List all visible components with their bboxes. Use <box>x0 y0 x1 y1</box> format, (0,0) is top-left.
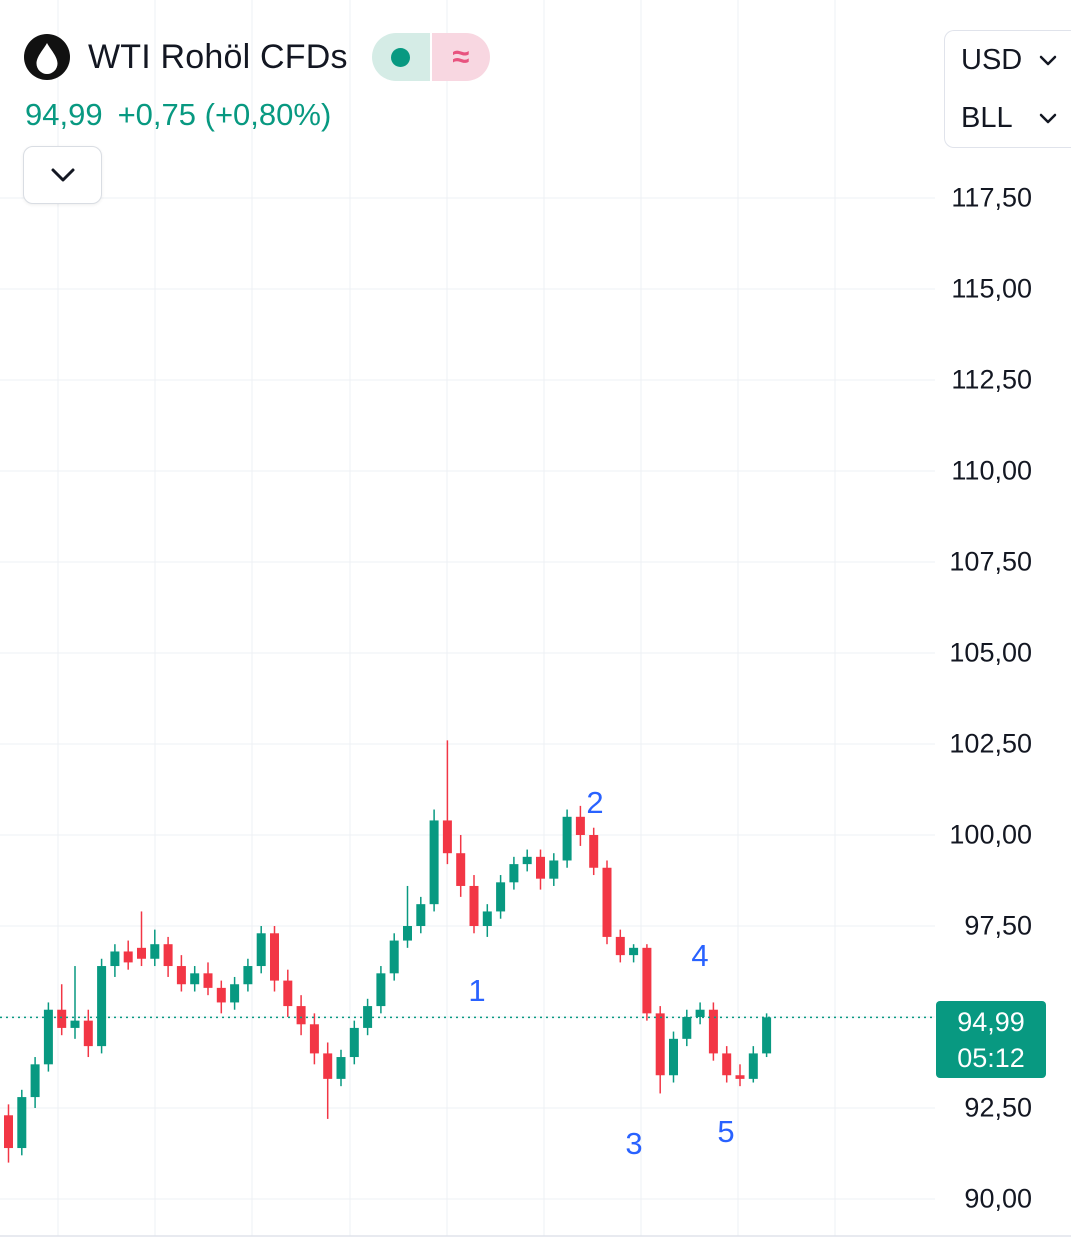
candle-body <box>296 1006 306 1025</box>
candle-body <box>70 1020 80 1028</box>
candle-body <box>176 966 186 985</box>
candle-body <box>256 933 266 967</box>
candle-body <box>748 1053 758 1079</box>
candle-body <box>642 947 652 1014</box>
oil-drop-icon <box>24 34 70 80</box>
price-axis-label: 102,50 <box>949 728 1032 759</box>
candle-body <box>17 1097 27 1149</box>
candle-body <box>216 987 226 1003</box>
price-axis-label: 110,00 <box>951 455 1032 486</box>
candle-body <box>309 1024 319 1054</box>
candle-body <box>349 1027 359 1058</box>
wave-label-1: 1 <box>468 973 485 1008</box>
chevron-down-icon <box>1039 55 1057 65</box>
wave-label-4: 4 <box>691 938 708 973</box>
candle-body <box>682 1017 692 1039</box>
candle-body <box>403 926 412 941</box>
unit-label: BLL <box>961 101 1013 134</box>
candle-body <box>283 980 293 1007</box>
candle-body <box>43 1009 53 1065</box>
wave-label-5: 5 <box>717 1114 734 1149</box>
candle-body <box>429 820 439 905</box>
candle-body <box>695 1009 705 1017</box>
price-axis-label: 112,50 <box>951 364 1032 395</box>
last-price: 94,99 <box>25 97 103 132</box>
unit-dropdown[interactable]: BLL <box>945 89 1071 147</box>
candle-body <box>230 984 240 1003</box>
candle-body <box>469 885 479 926</box>
candle-body <box>482 911 492 926</box>
price-axis-label: 107,50 <box>949 546 1032 577</box>
symbol-header: WTI Rohöl CFDs ≈ <box>24 33 490 81</box>
price-axis-label: 115,00 <box>951 273 1032 304</box>
bar-countdown: 05:12 <box>957 1042 1025 1073</box>
candle-body <box>722 1053 732 1076</box>
candle-body <box>456 853 466 886</box>
candle-body <box>615 936 625 956</box>
derived-data-pill[interactable]: ≈ <box>431 33 490 81</box>
price-axis-label: 105,00 <box>949 637 1032 668</box>
candle-body <box>708 1009 718 1054</box>
candle-body <box>270 933 279 981</box>
candle-body <box>389 940 399 974</box>
price-axis-label: 97,50 <box>964 910 1032 941</box>
price-axis[interactable]: 117,50 115,00 112,50 110,00 107,50 105,00 102,… <box>931 0 1071 1245</box>
chevron-down-icon <box>51 168 74 182</box>
candle-body <box>163 944 173 967</box>
candle-body <box>137 947 146 959</box>
candle-body <box>602 867 612 937</box>
candle-body <box>509 864 519 883</box>
candle-body <box>203 973 213 988</box>
price-axis-label: 90,00 <box>964 1183 1032 1214</box>
price-axis-label: 117,50 <box>951 182 1032 213</box>
candle-body <box>243 966 253 985</box>
candle-body <box>150 944 160 959</box>
candle-body <box>123 951 133 963</box>
candle-body <box>97 966 107 1047</box>
candle-body <box>83 1020 93 1047</box>
candle-body <box>190 973 200 985</box>
market-open-dot-icon <box>391 47 411 67</box>
current-price-value: 94,99 <box>957 1006 1025 1037</box>
candle-body <box>496 882 506 912</box>
chevron-down-icon <box>1039 113 1057 123</box>
currency-dropdown[interactable]: USD <box>945 31 1071 89</box>
candle-body <box>762 1017 772 1054</box>
price-row: 94,99 +0,75 (+0,80%) <box>25 97 331 133</box>
candle-body <box>536 856 545 879</box>
candle-body <box>629 947 639 956</box>
wave-label-3: 3 <box>625 1126 642 1161</box>
wave-label-2: 2 <box>586 785 603 820</box>
candle-body <box>4 1115 13 1149</box>
candle-body <box>323 1053 333 1079</box>
price-change: +0,75 (+0,80%) <box>117 97 332 132</box>
candle-body <box>562 816 572 861</box>
market-status-pill[interactable] <box>371 33 430 81</box>
candle-body <box>376 973 386 1007</box>
expand-legend-button[interactable] <box>23 146 102 204</box>
price-axis-label: 92,50 <box>964 1092 1032 1123</box>
approx-icon: ≈ <box>452 39 470 74</box>
candle-body <box>655 1013 665 1076</box>
candle-body <box>589 835 599 868</box>
candle-body <box>336 1057 346 1079</box>
candle-body <box>30 1064 40 1098</box>
current-price-badge: 94,99 05:12 <box>936 1001 1046 1078</box>
symbol-badges: ≈ <box>371 33 490 81</box>
candle-body <box>522 856 532 865</box>
candle-body <box>57 1009 67 1028</box>
symbol-title: WTI Rohöl CFDs <box>88 37 348 76</box>
candle-body <box>416 904 426 926</box>
candle-body <box>110 951 120 967</box>
candle-body <box>442 820 452 854</box>
candle-body <box>549 860 559 879</box>
candle-body <box>735 1075 745 1079</box>
price-axis-label: 100,00 <box>949 819 1032 850</box>
currency-unit-card: USD BLL <box>944 30 1071 148</box>
candle-body <box>669 1038 678 1076</box>
currency-label: USD <box>961 43 1023 76</box>
candle-body <box>575 816 585 835</box>
